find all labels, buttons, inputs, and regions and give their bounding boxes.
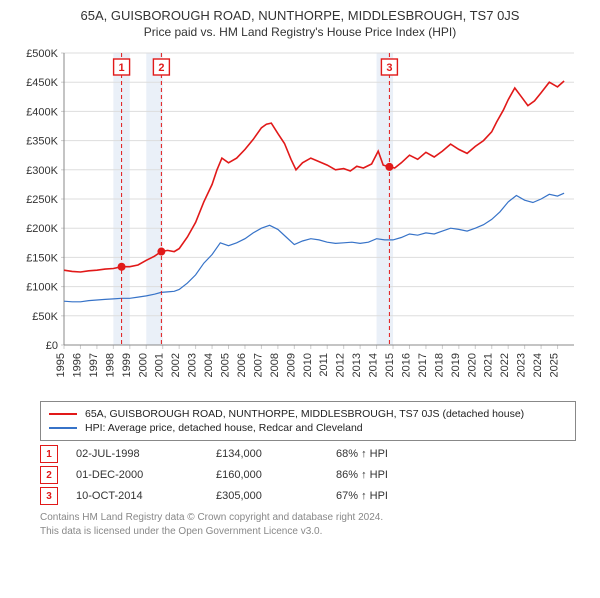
y-tick-label: £450K xyxy=(26,77,58,89)
y-tick-label: £100K xyxy=(26,282,58,294)
series-property xyxy=(64,81,564,272)
sales-table: 1 02-JUL-1998 £134,000 68% ↑ HPI 2 01-DE… xyxy=(40,445,576,505)
y-tick-label: £50K xyxy=(32,311,58,323)
y-tick-label: £350K xyxy=(26,136,58,148)
x-tick-label: 2018 xyxy=(433,353,445,377)
x-tick-label: 2013 xyxy=(351,353,363,377)
legend-row-blue: HPI: Average price, detached house, Redc… xyxy=(49,422,567,434)
sales-date-3: 10-OCT-2014 xyxy=(76,490,216,502)
legend-label-blue: HPI: Average price, detached house, Redc… xyxy=(85,422,363,434)
x-tick-label: 2010 xyxy=(302,353,314,377)
x-tick-label: 2019 xyxy=(450,353,462,377)
x-tick-label: 1996 xyxy=(71,353,83,377)
y-tick-label: £500K xyxy=(26,48,58,60)
legend-swatch-blue xyxy=(49,427,77,429)
sale-marker-number: 3 xyxy=(386,62,392,74)
sales-price-3: £305,000 xyxy=(216,490,336,502)
sale-marker-dot xyxy=(118,263,126,271)
x-tick-label: 2007 xyxy=(252,353,264,377)
sales-row-1: 1 02-JUL-1998 £134,000 68% ↑ HPI xyxy=(40,445,576,463)
footer-line-1: Contains HM Land Registry data © Crown c… xyxy=(40,511,576,525)
x-tick-label: 2025 xyxy=(549,353,561,377)
sales-date-2: 01-DEC-2000 xyxy=(76,469,216,481)
sales-date-1: 02-JUL-1998 xyxy=(76,448,216,460)
x-tick-label: 2001 xyxy=(154,353,166,377)
sales-marker-2: 2 xyxy=(40,466,58,484)
x-tick-label: 2024 xyxy=(532,353,544,377)
sales-marker-3: 3 xyxy=(40,487,58,505)
sales-row-2: 2 01-DEC-2000 £160,000 86% ↑ HPI xyxy=(40,466,576,484)
legend-box: 65A, GUISBOROUGH ROAD, NUNTHORPE, MIDDLE… xyxy=(40,401,576,441)
x-tick-label: 2003 xyxy=(187,353,199,377)
x-tick-label: 2009 xyxy=(285,353,297,377)
x-tick-label: 1995 xyxy=(55,353,67,377)
x-tick-label: 2008 xyxy=(269,353,281,377)
x-tick-label: 2020 xyxy=(466,353,478,377)
legend-row-red: 65A, GUISBOROUGH ROAD, NUNTHORPE, MIDDLE… xyxy=(49,408,567,420)
chart-area: £0 £50K £100K £150K £200K £250K £300K £350K £400… xyxy=(20,45,580,395)
y-tick-label: £400K xyxy=(26,106,58,118)
sales-row-3: 3 10-OCT-2014 £305,000 67% ↑ HPI xyxy=(40,487,576,505)
y-tick-label: £200K xyxy=(26,223,58,235)
x-tick-label: 2000 xyxy=(137,353,149,377)
sales-hpi-2: 86% ↑ HPI xyxy=(336,469,456,481)
sales-price-1: £134,000 xyxy=(216,448,336,460)
x-tick-label: 1999 xyxy=(121,353,133,377)
title-main: 65A, GUISBOROUGH ROAD, NUNTHORPE, MIDDLE… xyxy=(0,8,600,23)
x-tick-label: 1997 xyxy=(88,353,100,377)
footer-line-2: This data is licensed under the Open Gov… xyxy=(40,525,576,539)
x-tick-label: 2002 xyxy=(170,353,182,377)
sale-marker-dot xyxy=(157,248,165,256)
y-tick-label: £150K xyxy=(26,252,58,264)
footer: Contains HM Land Registry data © Crown c… xyxy=(40,511,576,538)
sales-hpi-3: 67% ↑ HPI xyxy=(336,490,456,502)
x-tick-label: 2006 xyxy=(236,353,248,377)
sale-marker-number: 2 xyxy=(158,62,164,74)
x-tick-label: 2016 xyxy=(400,353,412,377)
y-tick-label: £0 xyxy=(46,340,58,352)
x-tick-label: 2012 xyxy=(335,353,347,377)
legend-swatch-red xyxy=(49,413,77,415)
sales-marker-1: 1 xyxy=(40,445,58,463)
sales-hpi-1: 68% ↑ HPI xyxy=(336,448,456,460)
series-hpi xyxy=(64,193,564,302)
sale-marker-dot xyxy=(385,163,393,171)
x-tick-label: 2011 xyxy=(318,353,330,377)
x-tick-label: 2014 xyxy=(368,353,380,377)
x-tick-label: 2015 xyxy=(384,353,396,377)
x-tick-label: 2023 xyxy=(516,353,528,377)
y-tick-label: £250K xyxy=(26,194,58,206)
y-tick-label: £300K xyxy=(26,165,58,177)
x-tick-label: 2021 xyxy=(483,353,495,377)
x-tick-label: 2022 xyxy=(499,353,511,377)
x-tick-label: 2004 xyxy=(203,353,215,377)
chart-svg: £0 £50K £100K £150K £200K £250K £300K £350K £400… xyxy=(20,45,580,395)
page-root: 65A, GUISBOROUGH ROAD, NUNTHORPE, MIDDLE… xyxy=(0,8,600,598)
x-tick-label: 2005 xyxy=(220,353,232,377)
sale-marker-number: 1 xyxy=(119,62,125,74)
title-sub: Price paid vs. HM Land Registry's House … xyxy=(0,25,600,39)
x-tick-label: 1998 xyxy=(104,353,116,377)
legend-label-red: 65A, GUISBOROUGH ROAD, NUNTHORPE, MIDDLE… xyxy=(85,408,524,420)
titles-block: 65A, GUISBOROUGH ROAD, NUNTHORPE, MIDDLE… xyxy=(0,8,600,39)
x-tick-label: 2017 xyxy=(417,353,429,377)
sales-price-2: £160,000 xyxy=(216,469,336,481)
